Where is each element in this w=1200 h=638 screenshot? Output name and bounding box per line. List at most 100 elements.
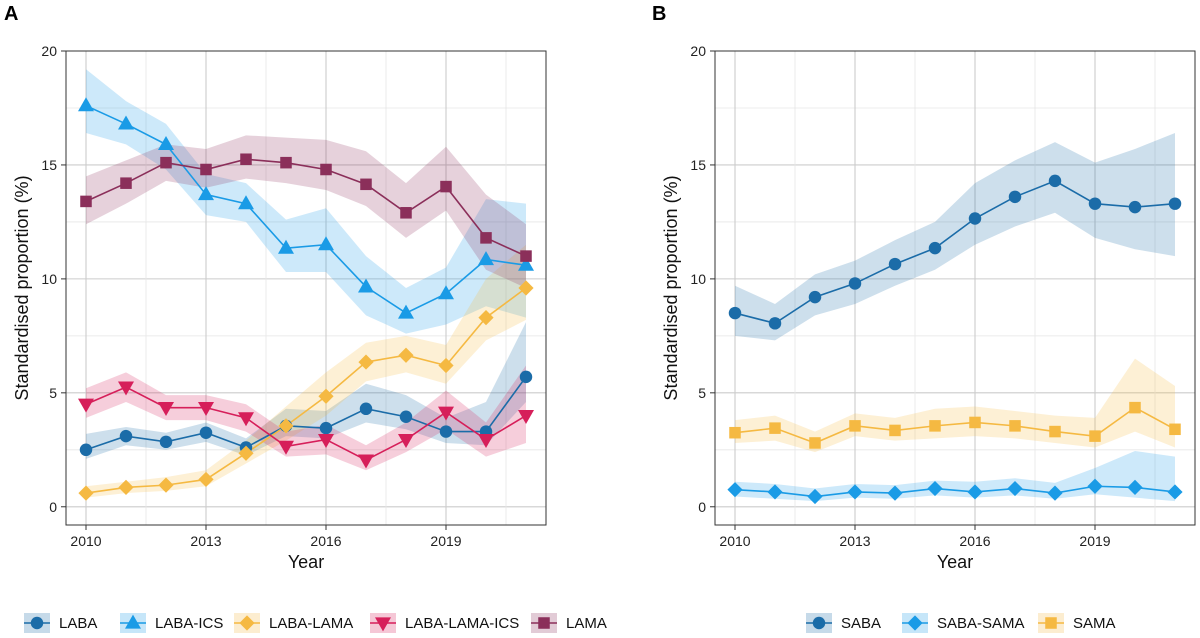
data-point-saba-sama bbox=[927, 480, 943, 497]
data-point-laba-lama-ics bbox=[518, 410, 534, 425]
y-axis-title: Standardised proportion (%) bbox=[661, 175, 681, 400]
data-point-laba-lama-ics bbox=[198, 402, 214, 417]
ci-band-laba-lama-ics bbox=[86, 365, 526, 471]
data-point-laba-ics bbox=[398, 304, 414, 319]
legend-marker bbox=[239, 615, 255, 631]
legend-item-saba-sama: SABA-SAMA bbox=[902, 613, 1025, 633]
data-point-saba-sama bbox=[967, 484, 983, 500]
data-point-laba-lama bbox=[278, 418, 294, 434]
data-point-laba-lama-ics bbox=[358, 454, 374, 469]
data-point-saba-sama bbox=[1167, 484, 1183, 500]
ci-band-laba-ics bbox=[86, 69, 526, 334]
data-point-laba bbox=[439, 425, 453, 438]
x-tick-label: 2016 bbox=[959, 533, 990, 549]
data-point-laba-lama bbox=[118, 479, 134, 495]
data-point-lama bbox=[240, 153, 252, 166]
data-point-laba-ics bbox=[158, 136, 174, 151]
legend-item-lama: LAMA bbox=[531, 613, 607, 633]
data-point-laba-lama-ics bbox=[238, 412, 254, 427]
legend-label: LABA bbox=[59, 615, 97, 632]
plot-frame bbox=[65, 50, 547, 526]
data-point-laba-lama-ics bbox=[118, 381, 134, 396]
y-tick-label: 15 bbox=[41, 157, 57, 173]
x-tick-label: 2013 bbox=[839, 533, 870, 549]
data-point-laba-ics bbox=[238, 195, 254, 210]
legend-label: SAMA bbox=[1073, 615, 1116, 632]
data-point-laba-lama bbox=[78, 485, 94, 501]
series-line-lama bbox=[85, 158, 527, 257]
legend-marker bbox=[538, 617, 550, 629]
panel-label: A bbox=[4, 3, 18, 25]
y-tick-label: 0 bbox=[49, 499, 57, 515]
data-point-sama bbox=[769, 422, 781, 434]
x-tick-label: 2019 bbox=[430, 533, 461, 549]
data-point-laba bbox=[159, 435, 173, 449]
x-tick-label: 2019 bbox=[1079, 533, 1110, 549]
y-tick-label: 20 bbox=[41, 43, 57, 59]
legend-item-laba: LABA bbox=[24, 613, 97, 633]
legend-label: LABA-ICS bbox=[155, 615, 223, 632]
data-point-laba-lama bbox=[358, 354, 374, 370]
data-point-saba bbox=[728, 306, 742, 320]
data-point-saba bbox=[1168, 197, 1182, 210]
legend-label: LABA-LAMA-ICS bbox=[405, 615, 519, 632]
data-point-sama bbox=[729, 426, 741, 439]
legend-item-sama: SAMA bbox=[1038, 613, 1116, 633]
data-point-lama bbox=[280, 156, 292, 169]
data-point-saba-sama bbox=[727, 482, 743, 498]
data-point-laba-ics bbox=[278, 239, 294, 254]
data-point-lama bbox=[80, 195, 92, 208]
data-point-laba-lama-ics bbox=[158, 402, 174, 417]
data-point-lama bbox=[160, 156, 172, 169]
panel-label: B bbox=[652, 3, 666, 25]
data-point-laba-lama-ics bbox=[318, 433, 334, 448]
data-point-sama bbox=[929, 420, 941, 432]
data-point-laba-lama bbox=[398, 347, 414, 363]
legend-label: LABA-LAMA bbox=[269, 615, 353, 632]
data-point-laba-ics bbox=[318, 236, 334, 251]
data-point-laba-lama bbox=[438, 357, 454, 374]
data-point-lama bbox=[480, 232, 492, 244]
data-point-laba bbox=[399, 410, 413, 423]
data-point-saba-sama bbox=[1087, 478, 1103, 494]
data-point-lama bbox=[200, 163, 212, 176]
data-point-saba-sama bbox=[887, 485, 903, 501]
data-point-saba bbox=[888, 257, 902, 271]
data-point-sama bbox=[1089, 430, 1101, 442]
data-point-saba bbox=[1008, 190, 1022, 204]
legend-item-laba-ics: LABA-ICS bbox=[120, 613, 223, 633]
data-point-lama bbox=[320, 163, 332, 176]
ci-band-laba-lama bbox=[86, 244, 526, 498]
legend-marker bbox=[1045, 617, 1057, 629]
data-point-sama bbox=[1129, 401, 1141, 414]
legend-label: SABA bbox=[841, 615, 881, 632]
x-axis-title: Year bbox=[288, 552, 324, 572]
data-point-saba-sama bbox=[1127, 479, 1143, 495]
ci-band-saba bbox=[735, 133, 1175, 341]
data-point-lama bbox=[120, 177, 132, 189]
data-point-laba-lama-ics bbox=[78, 398, 94, 413]
data-point-laba-ics bbox=[198, 186, 214, 201]
data-point-laba-lama bbox=[518, 280, 534, 296]
data-point-lama bbox=[520, 250, 532, 262]
data-point-saba-sama bbox=[847, 484, 863, 500]
data-point-laba-lama-ics bbox=[398, 433, 414, 448]
y-tick-label: 10 bbox=[690, 271, 706, 287]
data-point-saba bbox=[848, 277, 862, 290]
data-point-sama bbox=[849, 420, 861, 432]
data-point-sama bbox=[969, 416, 981, 429]
legend-label: LAMA bbox=[566, 615, 607, 632]
legend-marker bbox=[812, 616, 826, 630]
legend-marker bbox=[375, 617, 391, 632]
data-point-saba bbox=[968, 212, 982, 225]
legend: SABA SABA-SAMA SAMA bbox=[806, 613, 1116, 633]
x-tick-label: 2013 bbox=[190, 533, 221, 549]
ci-band-laba bbox=[86, 322, 526, 459]
chart-panel-a: A 0 5 10 15 20 2010 2013 2016 2019 Year Standardise… bbox=[4, 3, 607, 633]
data-point-laba bbox=[319, 421, 333, 435]
data-point-laba-lama-ics bbox=[278, 440, 294, 455]
ci-band-lama bbox=[86, 135, 526, 288]
y-tick-label: 20 bbox=[690, 43, 706, 59]
data-point-laba-lama-ics bbox=[438, 406, 454, 421]
data-point-laba-ics bbox=[78, 97, 94, 112]
